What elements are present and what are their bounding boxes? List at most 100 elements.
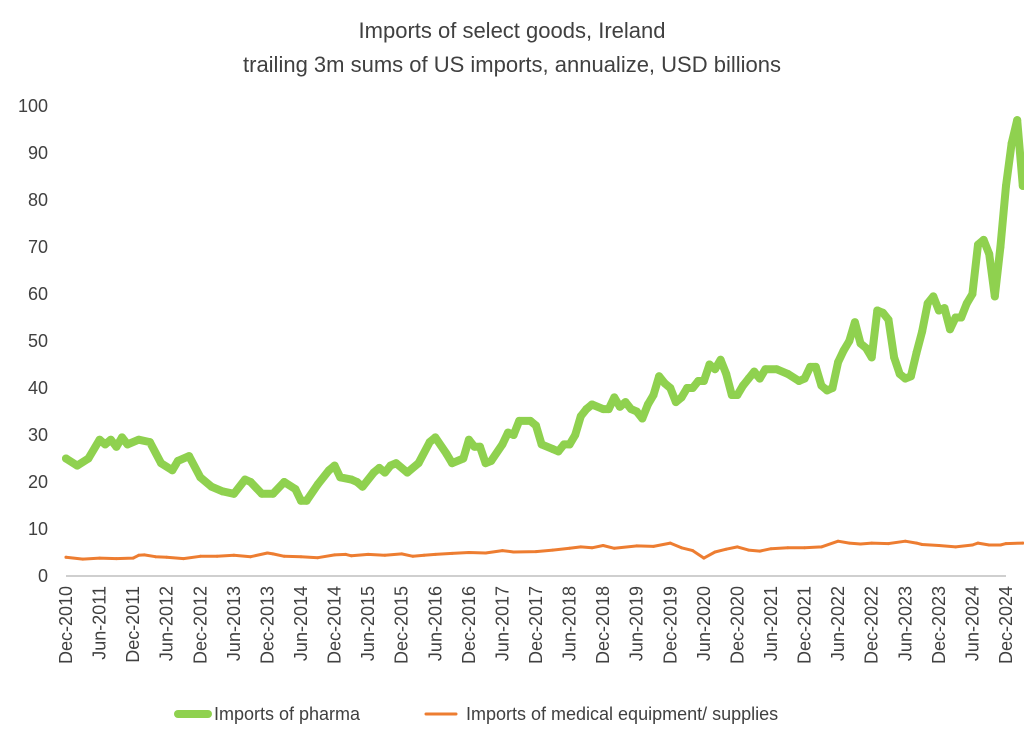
- x-tick-label: Dec-2016: [459, 586, 479, 664]
- y-tick-label: 0: [38, 566, 48, 586]
- pharma-point-11: [157, 459, 166, 468]
- x-tick-label: Dec-2023: [929, 586, 949, 664]
- pharma-point-54: [515, 416, 524, 425]
- pharma-point-38: [392, 459, 401, 468]
- y-tick-label: 80: [28, 190, 48, 210]
- pharma-point-130: [974, 240, 982, 249]
- medical-point-35: [568, 546, 572, 550]
- y-tick-label: 20: [28, 472, 48, 492]
- x-tick-label: Dec-2020: [727, 586, 747, 664]
- medical-point-17: [299, 555, 303, 559]
- pharma-point-136: [1007, 139, 1016, 148]
- pharma-point-16: [207, 482, 216, 491]
- pharma-point-48: [476, 442, 484, 451]
- medical-point-25: [411, 554, 415, 558]
- medical-point-63: [937, 544, 941, 547]
- medical-point-47: [724, 547, 728, 551]
- pharma-point-129: [968, 290, 977, 298]
- pharma-point-132: [985, 250, 994, 258]
- pharma-point-40: [414, 459, 423, 468]
- pharma-point-62: [571, 431, 580, 439]
- y-tick-label: 50: [28, 331, 48, 351]
- pharma-point-23: [280, 478, 289, 486]
- pharma-point-83: [694, 377, 703, 385]
- medical-point-6: [142, 553, 146, 557]
- pharma-point-124: [940, 304, 949, 313]
- pharma-point-39: [403, 468, 412, 477]
- pharma-point-75: [649, 391, 658, 399]
- pharma-point-95: [761, 365, 770, 374]
- pharma-point-125: [946, 325, 954, 334]
- pharma-point-100: [806, 362, 815, 371]
- x-tick-label: Dec-2015: [392, 586, 412, 664]
- pharma-point-82: [688, 384, 697, 392]
- pharma-point-108: [850, 318, 859, 327]
- pharma-point-97: [783, 369, 792, 378]
- legend-label-medical: Imports of medical equipment/ supplies: [466, 704, 778, 724]
- pharma-point-44: [448, 459, 457, 468]
- pharma-point-106: [839, 346, 848, 355]
- medical-point-7: [154, 555, 157, 559]
- pharma-point-120: [918, 327, 927, 336]
- medical-point-69: [1004, 542, 1008, 546]
- medical-point-46: [713, 550, 717, 554]
- pharma-point-91: [739, 381, 747, 390]
- pharma-point-70: [621, 398, 630, 407]
- series-lines: [62, 116, 1024, 561]
- pharma-point-55: [526, 416, 535, 425]
- pharma-point-27: [313, 480, 322, 489]
- medical-point-52: [786, 546, 790, 550]
- medical-point-38: [601, 544, 605, 547]
- pharma-point-64: [582, 405, 591, 414]
- x-tick-label: Jun-2015: [358, 586, 378, 661]
- pharma-point-127: [957, 313, 966, 322]
- medical-point-54: [819, 545, 823, 549]
- x-tick-label: Dec-2018: [593, 586, 613, 664]
- medical-point-44: [691, 549, 695, 553]
- x-tick-label: Dec-2010: [56, 586, 76, 664]
- pharma-point-66: [599, 405, 608, 414]
- medical-point-0: [64, 555, 68, 559]
- y-tick-label: 40: [28, 378, 48, 398]
- medical-point-21: [349, 554, 353, 558]
- pharma-point-5: [106, 435, 115, 444]
- medical-point-8: [165, 555, 169, 559]
- medical-point-39: [612, 546, 616, 550]
- pharma-point-25: [297, 496, 305, 505]
- pharma-point-21: [257, 489, 266, 498]
- x-tick-label: Jun-2011: [90, 586, 110, 660]
- pharma-point-35: [375, 463, 384, 472]
- pharma-point-2: [84, 454, 93, 463]
- chart-title: Imports of select goods, Ireland: [359, 18, 666, 43]
- x-tick-label: Jun-2021: [761, 586, 781, 661]
- pharma-point-10: [145, 438, 154, 447]
- medical-point-68: [998, 543, 1002, 547]
- pharma-point-96: [772, 365, 781, 374]
- medical-point-67: [987, 543, 991, 547]
- medical-point-59: [887, 542, 890, 546]
- x-axis-labels: Dec-2010 Jun-2011 Dec-2011 Jun-2012 Dec-2012…: [56, 586, 1016, 664]
- medical-point-61: [915, 541, 918, 545]
- y-tick-label: 30: [28, 425, 48, 445]
- medical-point-15: [271, 552, 275, 556]
- pharma-point-138: [1018, 181, 1024, 190]
- legend-label-pharma: Imports of pharma: [214, 704, 361, 724]
- medical-point-51: [769, 547, 773, 551]
- pharma-point-113: [878, 308, 887, 317]
- pharma-point-88: [722, 369, 731, 378]
- pharma-point-36: [380, 468, 389, 477]
- pharma-point-86: [711, 365, 719, 374]
- y-tick-label: 90: [28, 143, 48, 163]
- pharma-point-57: [537, 440, 546, 449]
- pharma-point-14: [185, 452, 194, 461]
- pharma-point-42: [431, 433, 440, 442]
- pharma-point-73: [638, 414, 647, 423]
- pharma-point-6: [112, 442, 121, 451]
- pharma-point-80: [677, 393, 686, 402]
- pharma-point-93: [750, 367, 759, 376]
- medical-point-43: [680, 546, 683, 550]
- medical-point-70: [1021, 541, 1024, 545]
- medical-point-19: [333, 553, 337, 557]
